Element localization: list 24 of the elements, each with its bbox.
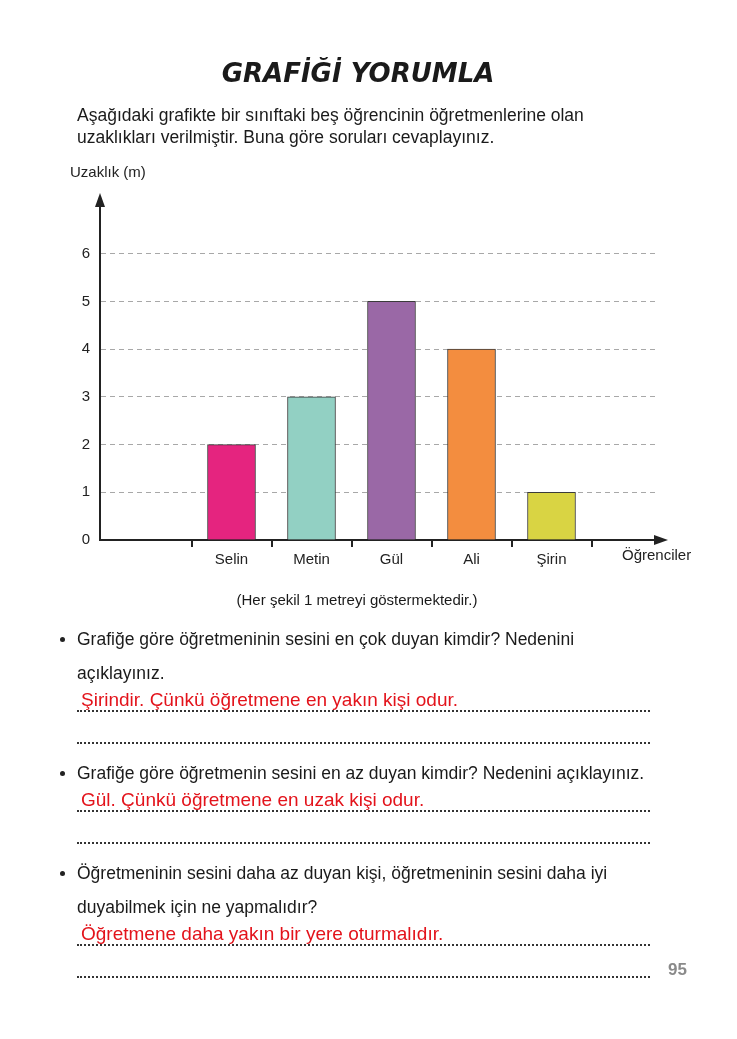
x-tick-label: Ali [463,550,480,568]
y-axis-title: Uzaklık (m) [70,163,146,181]
y-tick-label: 6 [81,243,90,261]
x-tick-label: Şirin [536,550,567,568]
y-tick-label: 2 [81,434,90,452]
text: Öğretmeninin sesini daha az duyan kişi, öğretmeninin sesini daha iyi duyabilmek için ne yapmalıdır? [77,862,609,919]
x-tick-label: Selin [214,550,249,568]
x-tick-label: Gül [379,550,404,568]
text: Öğretmene daha yakın bir yere oturmalıdır. [80,923,445,944]
y-tick-label: 4 [81,339,90,357]
y-tick-label: 1 [81,482,90,500]
text: (Her şekil 1 metreyi göstermektedir.) [235,590,479,610]
text: Grafiğe göre öğretmeninin sesini en çok duyan kimdir? Nedenini açıklayınız. [77,628,576,685]
chart-subtitle: Aşağıdaki grafikte bir sınıftaki beş öğrencinin öğretmenlerine olan uzaklıkları verilmiştir. Buna göre soruları cevaplayınız. [77,104,585,148]
text: Gül. Çünkü öğretmene en uzak kişi odur. [80,789,426,810]
text: 95 [668,960,687,980]
x-tick-label: Metin [293,550,330,568]
text: Şirindir. Çünkü öğretmene en yakın kişi odur. [80,689,460,710]
y-tick-label: 5 [81,291,90,309]
y-tick-label: 3 [81,387,90,404]
chart-title: GRAFİĞİ YORUMLA [220,56,496,90]
y-tick-label: 0 [81,530,90,548]
text: Grafiğe göre öğretmenin sesini en az duyan kimdir? Nedenini açıklayınız. [77,762,646,785]
x-axis-title: Öğrenciler [622,546,692,564]
